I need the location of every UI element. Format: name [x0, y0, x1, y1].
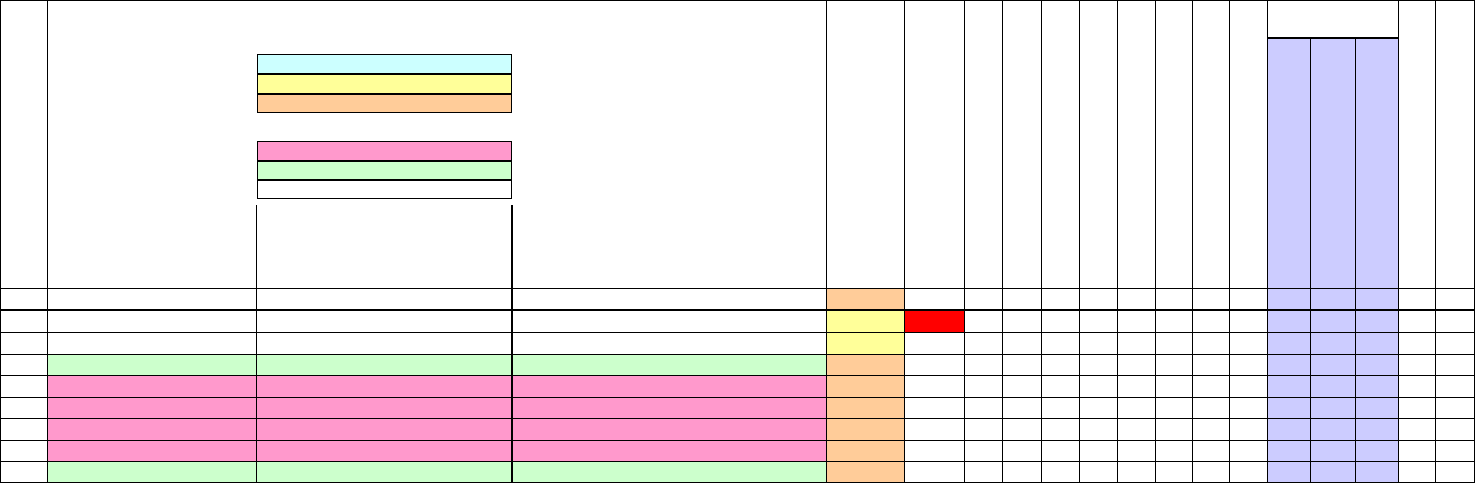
- grid-line-horizontal: [0, 309, 1475, 311]
- grid-line-vertical: [826, 0, 827, 483]
- status-cell-orange: [826, 461, 904, 483]
- grid-line-horizontal: [0, 332, 1475, 333]
- grid-line-vertical: [1355, 38, 1356, 483]
- row-fill-pink: [47, 397, 826, 418]
- grid-line-vertical: [47, 0, 48, 483]
- row-fill-pink: [47, 440, 826, 461]
- status-cell-orange: [826, 354, 904, 375]
- grid-line-vertical: [964, 0, 965, 483]
- grid-line-horizontal: [1267, 37, 1398, 39]
- row-fill-green: [47, 354, 826, 375]
- status-cell-orange: [826, 397, 904, 418]
- grid-line-vertical: [904, 0, 905, 483]
- grid-line-horizontal: [0, 288, 1475, 289]
- grid-line-vertical: [1192, 0, 1193, 483]
- legend-group-border: [257, 141, 512, 199]
- status-cell-yellow: [826, 332, 904, 354]
- grid-line-vertical: [1155, 0, 1156, 483]
- row-fill-pink: [47, 375, 826, 397]
- grid-line-horizontal: [0, 0, 1475, 1]
- grid-line-vertical: [256, 205, 257, 483]
- grid-line-horizontal: [0, 461, 1475, 462]
- grid-line-horizontal: [0, 397, 1475, 398]
- grid-line-horizontal: [0, 440, 1475, 441]
- grid-line-vertical: [1041, 0, 1042, 483]
- grid-line-vertical: [1079, 0, 1080, 483]
- grid-line-vertical: [1267, 0, 1268, 483]
- grid-line-vertical: [1310, 38, 1311, 483]
- status-cell-orange: [826, 375, 904, 397]
- status-cell-orange: [826, 418, 904, 440]
- status-cell-yellow: [826, 310, 904, 332]
- status-cell-orange: [826, 440, 904, 461]
- grid-line-vertical: [1229, 0, 1230, 483]
- grid-line-vertical: [1002, 0, 1003, 483]
- grid-line-vertical: [1117, 0, 1118, 483]
- grid-line-vertical: [511, 205, 513, 483]
- grid-line-horizontal: [0, 354, 1475, 355]
- grid-line-horizontal: [0, 375, 1475, 376]
- grid-line-vertical: [1435, 0, 1436, 483]
- grid-line-vertical: [1398, 0, 1399, 483]
- grid-line-horizontal: [0, 418, 1475, 419]
- row-fill-pink: [47, 418, 826, 440]
- flag-cell-red: [904, 310, 964, 332]
- legend-group-border: [257, 54, 512, 113]
- row-fill-green: [47, 461, 826, 483]
- grid-line-vertical: [0, 0, 1, 483]
- status-cell-orange: [826, 288, 904, 310]
- lavender-column-band: [1267, 38, 1398, 483]
